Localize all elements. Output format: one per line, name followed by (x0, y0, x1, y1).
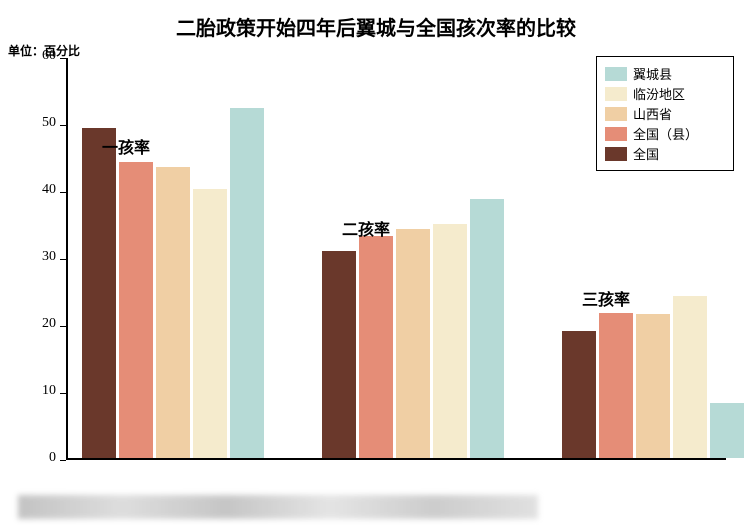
bar-linfen (673, 296, 707, 458)
group-label: 二孩率 (342, 216, 390, 240)
y-tick-mark (60, 326, 66, 327)
legend-swatch (605, 127, 627, 141)
legend-item-yicheng: 翼城县 (605, 64, 723, 83)
bar-national (82, 128, 116, 458)
y-tick-mark (60, 460, 66, 461)
bar-national_county (359, 236, 393, 458)
legend-item-shanxi: 山西省 (605, 104, 723, 123)
bar-national_county (119, 162, 153, 458)
y-tick-mark (60, 58, 66, 59)
bar-national_county (599, 313, 633, 458)
bar-shanxi (636, 314, 670, 458)
y-tick-label: 30 (20, 249, 56, 265)
legend-item-national: 全国 (605, 144, 723, 163)
bar-national (322, 251, 356, 458)
chart-title: 二胎政策开始四年后翼城与全国孩次率的比较 (0, 12, 752, 41)
y-tick-mark (60, 259, 66, 260)
legend-item-linfen: 临汾地区 (605, 84, 723, 103)
bar-linfen (193, 189, 227, 458)
y-tick-label: 50 (20, 115, 56, 131)
y-tick-label: 40 (20, 182, 56, 198)
legend-swatch (605, 67, 627, 81)
legend-label: 翼城县 (633, 64, 672, 83)
y-axis (66, 58, 68, 460)
bar-chart: 二胎政策开始四年后翼城与全国孩次率的比较 单位：百分比 010203040506… (0, 0, 752, 525)
legend-swatch (605, 147, 627, 161)
bar-yicheng (470, 199, 504, 458)
y-tick-mark (60, 393, 66, 394)
y-tick-label: 0 (20, 450, 56, 466)
bar-shanxi (396, 229, 430, 458)
legend-label: 全国 (633, 144, 659, 163)
bar-yicheng (710, 403, 744, 458)
legend-label: 全国（县） (633, 124, 698, 143)
y-tick-label: 20 (20, 316, 56, 332)
legend-label: 临汾地区 (633, 84, 685, 103)
group-label: 三孩率 (582, 286, 630, 310)
group-label: 一孩率 (102, 134, 150, 158)
legend-item-national_county: 全国（县） (605, 124, 723, 143)
y-tick-label: 10 (20, 383, 56, 399)
legend-swatch (605, 87, 627, 101)
bar-national (562, 331, 596, 458)
bar-linfen (433, 224, 467, 459)
legend-label: 山西省 (633, 104, 672, 123)
footer-blur (18, 495, 538, 519)
y-tick-label: 60 (20, 48, 56, 64)
y-tick-mark (60, 192, 66, 193)
y-tick-mark (60, 125, 66, 126)
x-axis (66, 458, 726, 460)
bar-shanxi (156, 167, 190, 458)
legend: 翼城县临汾地区山西省全国（县）全国 (596, 56, 734, 171)
bar-yicheng (230, 108, 264, 458)
legend-swatch (605, 107, 627, 121)
